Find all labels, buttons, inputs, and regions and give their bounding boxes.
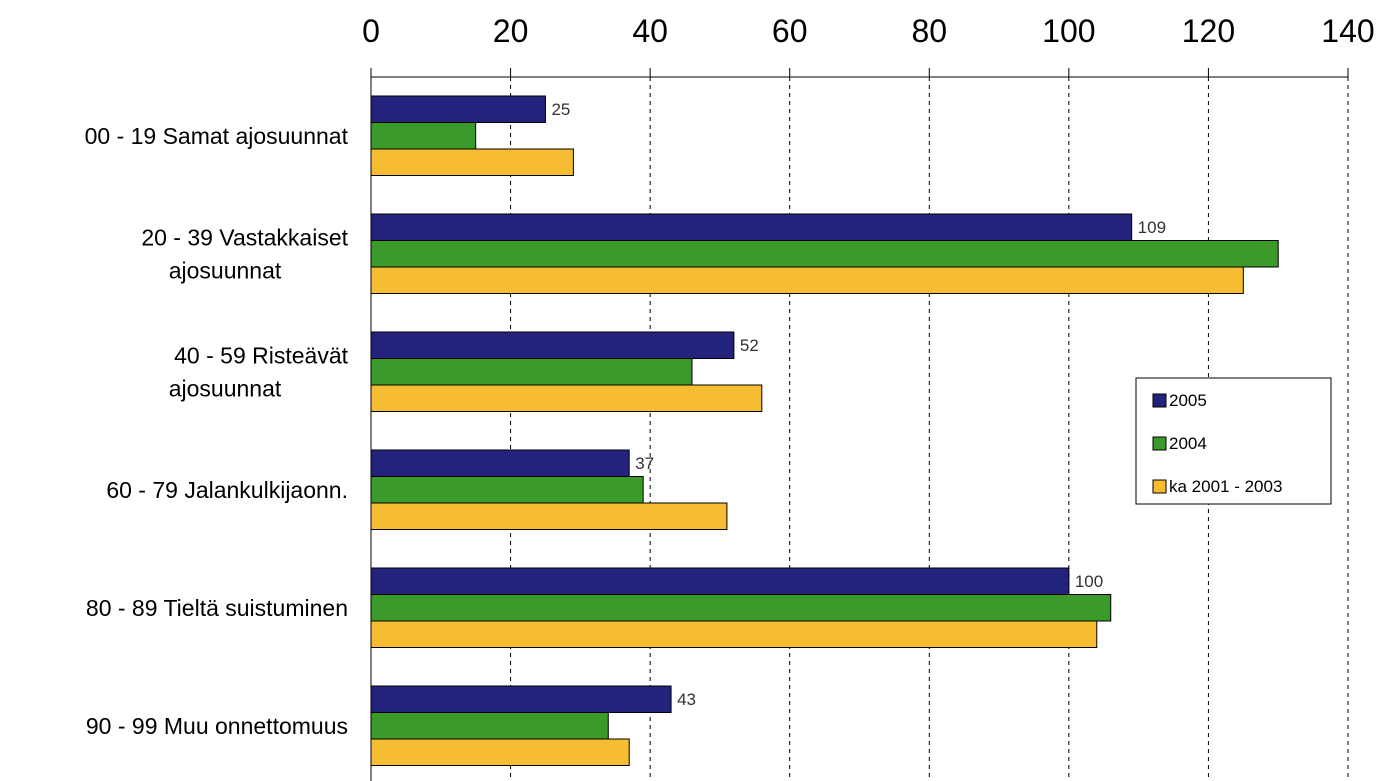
bar-2004 xyxy=(370,712,609,740)
category-label: 40 - 59 Risteävät xyxy=(174,342,348,368)
legend-label: 2005 xyxy=(1169,391,1207,410)
bar-2005 xyxy=(370,213,1133,241)
data-label: 43 xyxy=(677,690,696,709)
data-label: 109 xyxy=(1138,218,1166,237)
bar-ka-2001---2003 xyxy=(370,148,574,176)
bars: 25 109 52 37 100 43 xyxy=(370,95,1279,766)
x-tick-label: 120 xyxy=(1182,13,1235,49)
legend-swatch xyxy=(1152,393,1167,408)
bar-2005 xyxy=(370,95,546,123)
legend-label: ka 2001 - 2003 xyxy=(1169,477,1282,496)
bar-ka-2001---2003 xyxy=(370,384,763,412)
data-label: 25 xyxy=(551,100,570,119)
category-label: ajosuunnat xyxy=(169,375,282,401)
bar-2004 xyxy=(370,594,1112,622)
x-tick-label: 80 xyxy=(911,13,947,49)
legend-swatch xyxy=(1152,479,1167,494)
x-axis: 0 20 40 60 80 100 120 140 xyxy=(362,13,1375,781)
category-axis: 00 - 19 Samat ajosuunnat 20 - 39 Vastakka… xyxy=(85,123,349,739)
bar-2004 xyxy=(370,476,644,504)
x-tick-label: 100 xyxy=(1042,13,1095,49)
bar-2004 xyxy=(370,240,1279,268)
category-label: 90 - 99 Muu onnettomuus xyxy=(86,713,348,739)
legend-swatch xyxy=(1152,436,1167,451)
bar-ka-2001---2003 xyxy=(370,502,728,530)
bar-2004 xyxy=(370,122,477,150)
legend: 2005 2004 ka 2001 - 2003 xyxy=(1135,377,1332,505)
x-tick-label: 60 xyxy=(772,13,808,49)
category-label: 80 - 89 Tieltä suistuminen xyxy=(86,595,348,621)
x-tick-label: 140 xyxy=(1321,13,1374,49)
bar-ka-2001---2003 xyxy=(370,266,1244,294)
data-label: 100 xyxy=(1075,572,1103,591)
x-tick-label: 0 xyxy=(362,13,380,49)
bar-2004 xyxy=(370,358,693,386)
x-tick-label: 20 xyxy=(493,13,529,49)
category-label: 60 - 79 Jalankulkijaonn. xyxy=(106,477,348,503)
data-label: 37 xyxy=(635,454,654,473)
data-label: 52 xyxy=(740,336,759,355)
bar-ka-2001---2003 xyxy=(370,620,1098,648)
bar-ka-2001---2003 xyxy=(370,738,630,766)
bar-2005 xyxy=(370,449,630,477)
x-tick-label: 40 xyxy=(632,13,668,49)
category-label: 20 - 39 Vastakkaiset xyxy=(141,224,348,250)
category-label: ajosuunnat xyxy=(169,257,282,283)
legend-label: 2004 xyxy=(1169,434,1207,453)
bar-2005 xyxy=(370,331,735,359)
legend-box xyxy=(1135,377,1332,505)
bar-2005 xyxy=(370,685,672,713)
category-label: 00 - 19 Samat ajosuunnat xyxy=(85,123,349,149)
grid xyxy=(510,77,1349,781)
bar-2005 xyxy=(370,567,1070,595)
